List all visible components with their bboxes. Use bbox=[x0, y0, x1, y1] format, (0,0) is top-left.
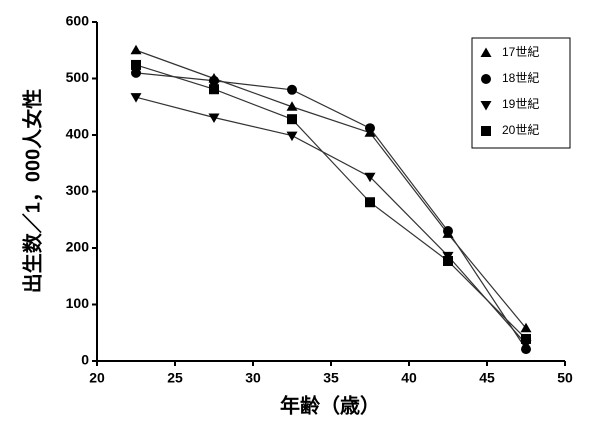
series-line bbox=[135, 49, 527, 329]
marker bbox=[521, 333, 531, 344]
marker bbox=[287, 114, 297, 125]
x-tick-label: 25 bbox=[167, 370, 183, 386]
legend-label: 18世紀 bbox=[502, 71, 539, 85]
legend-marker bbox=[481, 126, 491, 136]
legend-marker bbox=[480, 47, 492, 57]
series-line bbox=[135, 96, 527, 345]
legend-label: 20世紀 bbox=[502, 123, 539, 137]
y-axis-label: 出生数／1，000人女性 bbox=[20, 89, 44, 294]
marker bbox=[209, 84, 219, 95]
marker bbox=[130, 93, 142, 103]
marker bbox=[130, 44, 142, 55]
legend-label: 19世紀 bbox=[502, 97, 539, 111]
marker bbox=[364, 172, 376, 183]
legend-marker bbox=[480, 101, 492, 111]
x-tick-label: 30 bbox=[245, 370, 261, 386]
x-tick-label: 35 bbox=[323, 370, 339, 386]
y-tick-label: 600 bbox=[66, 13, 90, 29]
legend-marker bbox=[481, 74, 491, 84]
y-tick-label: 0 bbox=[81, 352, 89, 368]
marker bbox=[443, 226, 453, 237]
x-axis-label: 年齢（歳） bbox=[280, 393, 380, 417]
y-tick-label: 400 bbox=[66, 126, 90, 142]
y-tick-label: 500 bbox=[66, 69, 90, 85]
y-tick-label: 300 bbox=[66, 182, 90, 198]
marker bbox=[131, 59, 141, 70]
x-tick-label: 40 bbox=[401, 370, 417, 386]
marker bbox=[286, 101, 298, 111]
marker bbox=[131, 67, 141, 78]
marker bbox=[286, 131, 298, 142]
marker bbox=[443, 255, 453, 266]
x-tick-label: 20 bbox=[89, 370, 105, 386]
legend-label: 17世紀 bbox=[502, 45, 539, 59]
marker bbox=[208, 113, 220, 123]
y-tick-label: 200 bbox=[66, 239, 90, 255]
x-tick-label: 45 bbox=[479, 370, 495, 386]
marker bbox=[365, 123, 375, 134]
marker bbox=[209, 75, 219, 86]
marker bbox=[287, 84, 297, 95]
y-tick-label: 100 bbox=[66, 295, 90, 311]
marker bbox=[365, 197, 375, 208]
series-line bbox=[135, 64, 527, 340]
marker bbox=[520, 322, 532, 333]
series-line bbox=[135, 72, 527, 350]
x-tick-label: 50 bbox=[557, 370, 573, 386]
